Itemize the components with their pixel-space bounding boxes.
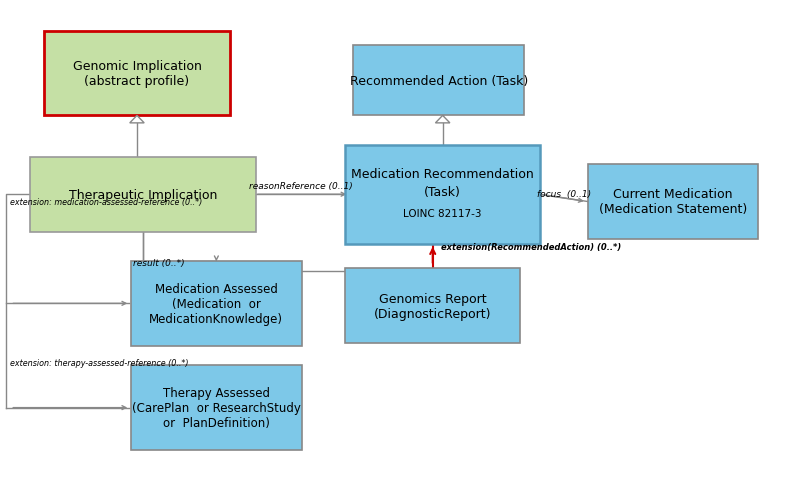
FancyBboxPatch shape (345, 145, 540, 244)
Polygon shape (129, 116, 145, 123)
Polygon shape (435, 116, 450, 123)
FancyBboxPatch shape (588, 165, 758, 240)
Text: extension: therapy-assessed-reference (0..*): extension: therapy-assessed-reference (0… (10, 358, 189, 367)
FancyBboxPatch shape (353, 46, 524, 116)
Text: Current Medication
(Medication Statement): Current Medication (Medication Statement… (599, 188, 747, 216)
Text: Therapy Assessed
(CarePlan  or ResearchStudy
or  PlanDefinition): Therapy Assessed (CarePlan or ResearchSt… (132, 386, 301, 429)
Text: Genomics Report
(DiagnosticReport): Genomics Report (DiagnosticReport) (374, 292, 491, 320)
FancyBboxPatch shape (131, 365, 302, 450)
Text: Therapeutic Implication: Therapeutic Implication (69, 188, 218, 201)
Text: Recommended Action (Task): Recommended Action (Task) (349, 75, 528, 88)
Text: Medication Recommendation: Medication Recommendation (351, 168, 534, 181)
Text: reasonReference (0..1): reasonReference (0..1) (249, 182, 353, 191)
Text: focus  (0..1): focus (0..1) (537, 189, 591, 198)
Text: Genomic Implication
(abstract profile): Genomic Implication (abstract profile) (72, 60, 202, 88)
FancyBboxPatch shape (44, 31, 230, 116)
FancyBboxPatch shape (345, 269, 520, 344)
Text: (Task): (Task) (424, 186, 461, 199)
Text: Medication Assessed
(Medication  or
MedicationKnowledge): Medication Assessed (Medication or Medic… (149, 282, 283, 325)
FancyBboxPatch shape (30, 157, 256, 232)
Text: LOINC 82117-3: LOINC 82117-3 (403, 208, 482, 218)
Text: extension: medication-assessed-reference (0..*): extension: medication-assessed-reference… (10, 197, 202, 206)
FancyBboxPatch shape (131, 261, 302, 346)
Text: extension(RecommendedAction) (0..*): extension(RecommendedAction) (0..*) (441, 242, 621, 252)
Text: result (0..*): result (0..*) (133, 258, 185, 267)
